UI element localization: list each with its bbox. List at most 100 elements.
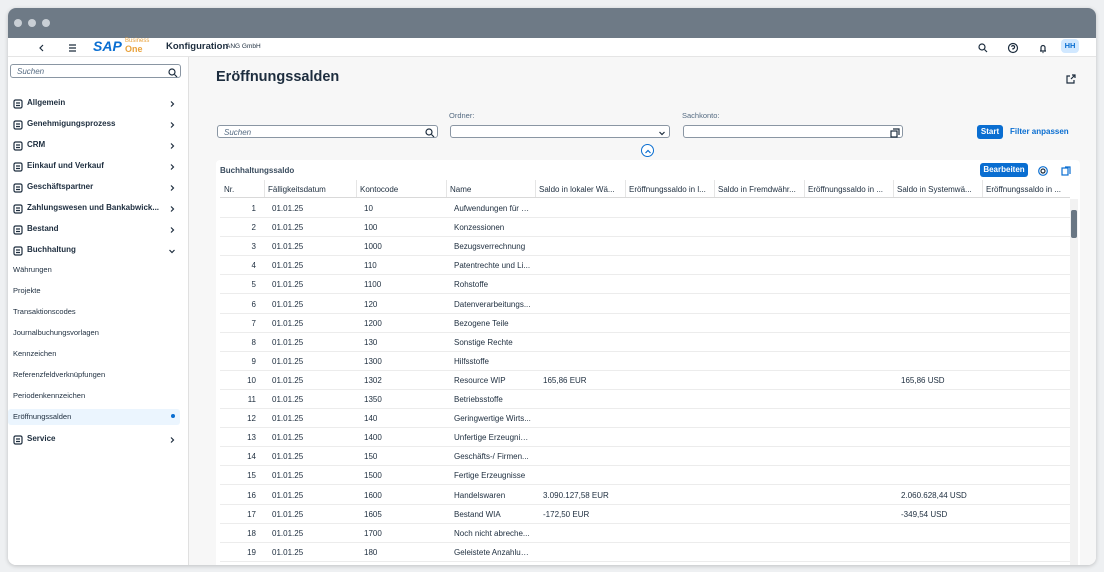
collapse-button[interactable] bbox=[641, 144, 654, 157]
nav-group[interactable]: Geschäftspartner bbox=[27, 182, 94, 191]
table-cell: 165,86 EUR bbox=[543, 375, 587, 385]
nav-item[interactable]: Periodenkennzeichen bbox=[13, 391, 86, 400]
account-input[interactable] bbox=[683, 125, 903, 138]
table-cell: 15 bbox=[247, 471, 256, 481]
table-row[interactable] bbox=[220, 218, 1070, 238]
table-row[interactable] bbox=[220, 466, 1070, 486]
table-row[interactable] bbox=[220, 505, 1070, 524]
table-row[interactable] bbox=[220, 333, 1070, 352]
settings-icon[interactable] bbox=[1037, 164, 1049, 176]
table-row[interactable] bbox=[220, 543, 1070, 562]
menu-button[interactable] bbox=[66, 41, 78, 53]
avatar[interactable]: HH bbox=[1061, 39, 1079, 53]
edit-button[interactable]: Bearbeiten bbox=[980, 163, 1028, 177]
nav-group[interactable]: CRM bbox=[27, 140, 46, 149]
table-row[interactable] bbox=[220, 390, 1070, 409]
table-cell: -172,50 EUR bbox=[543, 509, 590, 519]
folder-select[interactable] bbox=[450, 125, 670, 138]
app-title: Konfiguration bbox=[166, 41, 229, 52]
table-cell: 01.01.25 bbox=[272, 337, 304, 347]
table-cell: Bestand WIA bbox=[454, 509, 501, 519]
table-row[interactable] bbox=[220, 409, 1070, 429]
chevron[interactable] bbox=[166, 181, 178, 193]
column-header[interactable]: Name bbox=[450, 185, 472, 194]
notification-icon[interactable] bbox=[1037, 41, 1049, 54]
nav-item[interactable]: Transaktionscodes bbox=[13, 307, 76, 316]
nav-group[interactable]: Service bbox=[27, 434, 56, 443]
search-icon[interactable] bbox=[977, 41, 989, 53]
column-header[interactable]: Fälligkeitsdatum bbox=[268, 185, 326, 194]
nav-item[interactable]: Währungen bbox=[13, 265, 52, 274]
column-header[interactable]: Eröffnungssaldo in ... bbox=[986, 185, 1062, 194]
table-cell: 100 bbox=[364, 223, 378, 233]
filter-label: Sachkonto: bbox=[682, 111, 720, 120]
chevron[interactable] bbox=[166, 160, 178, 172]
table-cell: 110 bbox=[364, 261, 377, 271]
nav-group[interactable]: Genehmigungsprozess bbox=[27, 119, 116, 128]
table-row[interactable] bbox=[220, 199, 1070, 218]
chevron[interactable] bbox=[166, 118, 178, 130]
nav-item[interactable]: Eröffnungssalden bbox=[13, 412, 72, 421]
table-row[interactable] bbox=[220, 314, 1070, 333]
group-icon bbox=[12, 433, 24, 445]
export-icon[interactable] bbox=[1060, 164, 1072, 176]
chevron[interactable] bbox=[166, 244, 178, 256]
nav-item[interactable]: Projekte bbox=[13, 286, 41, 295]
table-row[interactable] bbox=[220, 237, 1070, 257]
chevron[interactable] bbox=[166, 139, 178, 151]
column-divider bbox=[446, 180, 447, 197]
sidebar bbox=[8, 57, 189, 565]
table-cell: 11 bbox=[247, 395, 256, 404]
column-header[interactable]: Kontocode bbox=[360, 185, 399, 194]
table-cell: 01.01.25 bbox=[272, 356, 304, 366]
column-header[interactable]: Eröffnungssaldo in l... bbox=[629, 185, 706, 194]
group-icon bbox=[12, 223, 24, 235]
table-row[interactable] bbox=[220, 447, 1070, 467]
help-icon[interactable] bbox=[1007, 41, 1019, 54]
table-row[interactable] bbox=[220, 352, 1070, 371]
nav-group[interactable]: Buchhaltung bbox=[27, 245, 76, 254]
nav-item[interactable]: Kennzeichen bbox=[13, 349, 57, 358]
column-header[interactable]: Saldo in Fremdwähr... bbox=[718, 185, 796, 194]
table-cell: 10 bbox=[247, 375, 256, 385]
company: ANG GmbH bbox=[226, 43, 261, 50]
table-row[interactable] bbox=[220, 256, 1070, 276]
table-row[interactable] bbox=[220, 275, 1070, 295]
group-icon bbox=[12, 97, 24, 109]
nav-group[interactable]: Bestand bbox=[27, 224, 59, 233]
table-cell: 1302 bbox=[364, 375, 382, 385]
sidebar-search[interactable]: Suchen bbox=[10, 64, 181, 78]
table-cell: Bezogene Teile bbox=[454, 318, 509, 328]
chevron[interactable] bbox=[166, 433, 178, 445]
table-row[interactable] bbox=[220, 524, 1070, 543]
chevron[interactable] bbox=[166, 97, 178, 109]
nav-group[interactable]: Allgemein bbox=[27, 98, 66, 107]
nav-group[interactable]: Einkauf und Verkauf bbox=[27, 161, 104, 170]
column-header[interactable]: Nr. bbox=[224, 185, 235, 194]
table-row[interactable] bbox=[220, 486, 1070, 505]
start-button[interactable]: Start bbox=[977, 125, 1003, 139]
search-placeholder: Suchen bbox=[224, 128, 252, 137]
share-icon[interactable] bbox=[1065, 72, 1077, 84]
column-header[interactable]: Eröffnungssaldo in ... bbox=[808, 185, 884, 194]
table-cell: 1600 bbox=[364, 490, 382, 500]
window-titlebar bbox=[8, 8, 1096, 38]
table-cell: 9 bbox=[251, 356, 256, 366]
filter-search[interactable]: Suchen bbox=[217, 125, 438, 138]
nav-item[interactable]: Journalbuchungsvorlagen bbox=[13, 328, 99, 337]
chevron[interactable] bbox=[166, 223, 178, 235]
table-cell: 01.01.25 bbox=[272, 395, 304, 404]
column-header[interactable]: Saldo in lokaler Wä... bbox=[539, 185, 615, 194]
table-row[interactable] bbox=[220, 371, 1070, 390]
table-cell: 1100 bbox=[364, 280, 382, 290]
adapt-filters[interactable]: Filter anpassen bbox=[1010, 127, 1069, 136]
back-button[interactable] bbox=[36, 41, 48, 53]
nav-group[interactable]: Zahlungswesen und Bankabwick... bbox=[27, 203, 160, 212]
column-divider bbox=[714, 180, 715, 197]
nav-item[interactable]: Referenzfeldverknüpfungen bbox=[13, 370, 106, 379]
column-divider bbox=[264, 180, 265, 197]
column-header[interactable]: Saldo in Systemwä... bbox=[897, 185, 972, 194]
chevron[interactable] bbox=[166, 202, 178, 214]
table-row[interactable] bbox=[220, 295, 1070, 314]
table-row[interactable] bbox=[220, 428, 1070, 448]
